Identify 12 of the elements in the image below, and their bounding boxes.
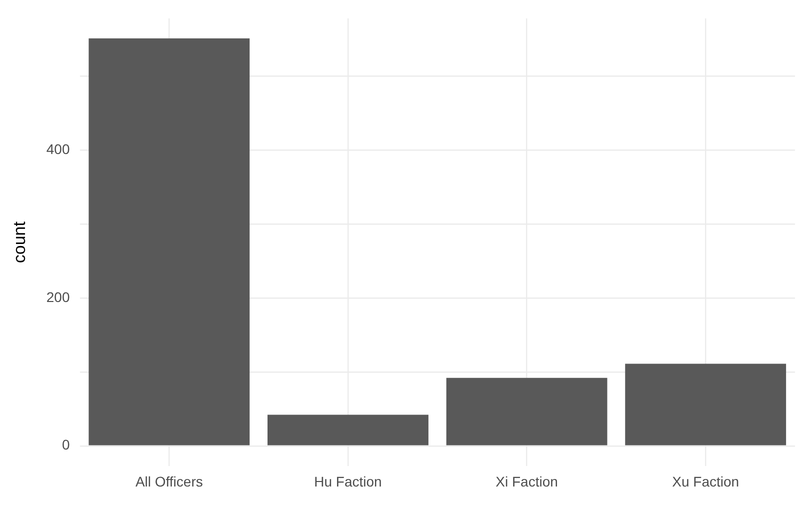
y-tick-label: 400 bbox=[46, 140, 70, 157]
y-axis-title: count bbox=[10, 221, 29, 264]
x-tick-label: Xi Faction bbox=[496, 473, 558, 490]
x-tick-label: All Officers bbox=[135, 473, 203, 490]
y-tick-label: 0 bbox=[62, 436, 70, 453]
bar bbox=[88, 38, 250, 446]
x-tick-label: Hu Faction bbox=[314, 473, 382, 490]
x-tick-label: Xu Faction bbox=[672, 473, 740, 490]
bar bbox=[625, 364, 786, 446]
y-tick-label: 200 bbox=[46, 288, 70, 305]
bar bbox=[268, 414, 428, 446]
bar bbox=[446, 378, 608, 446]
